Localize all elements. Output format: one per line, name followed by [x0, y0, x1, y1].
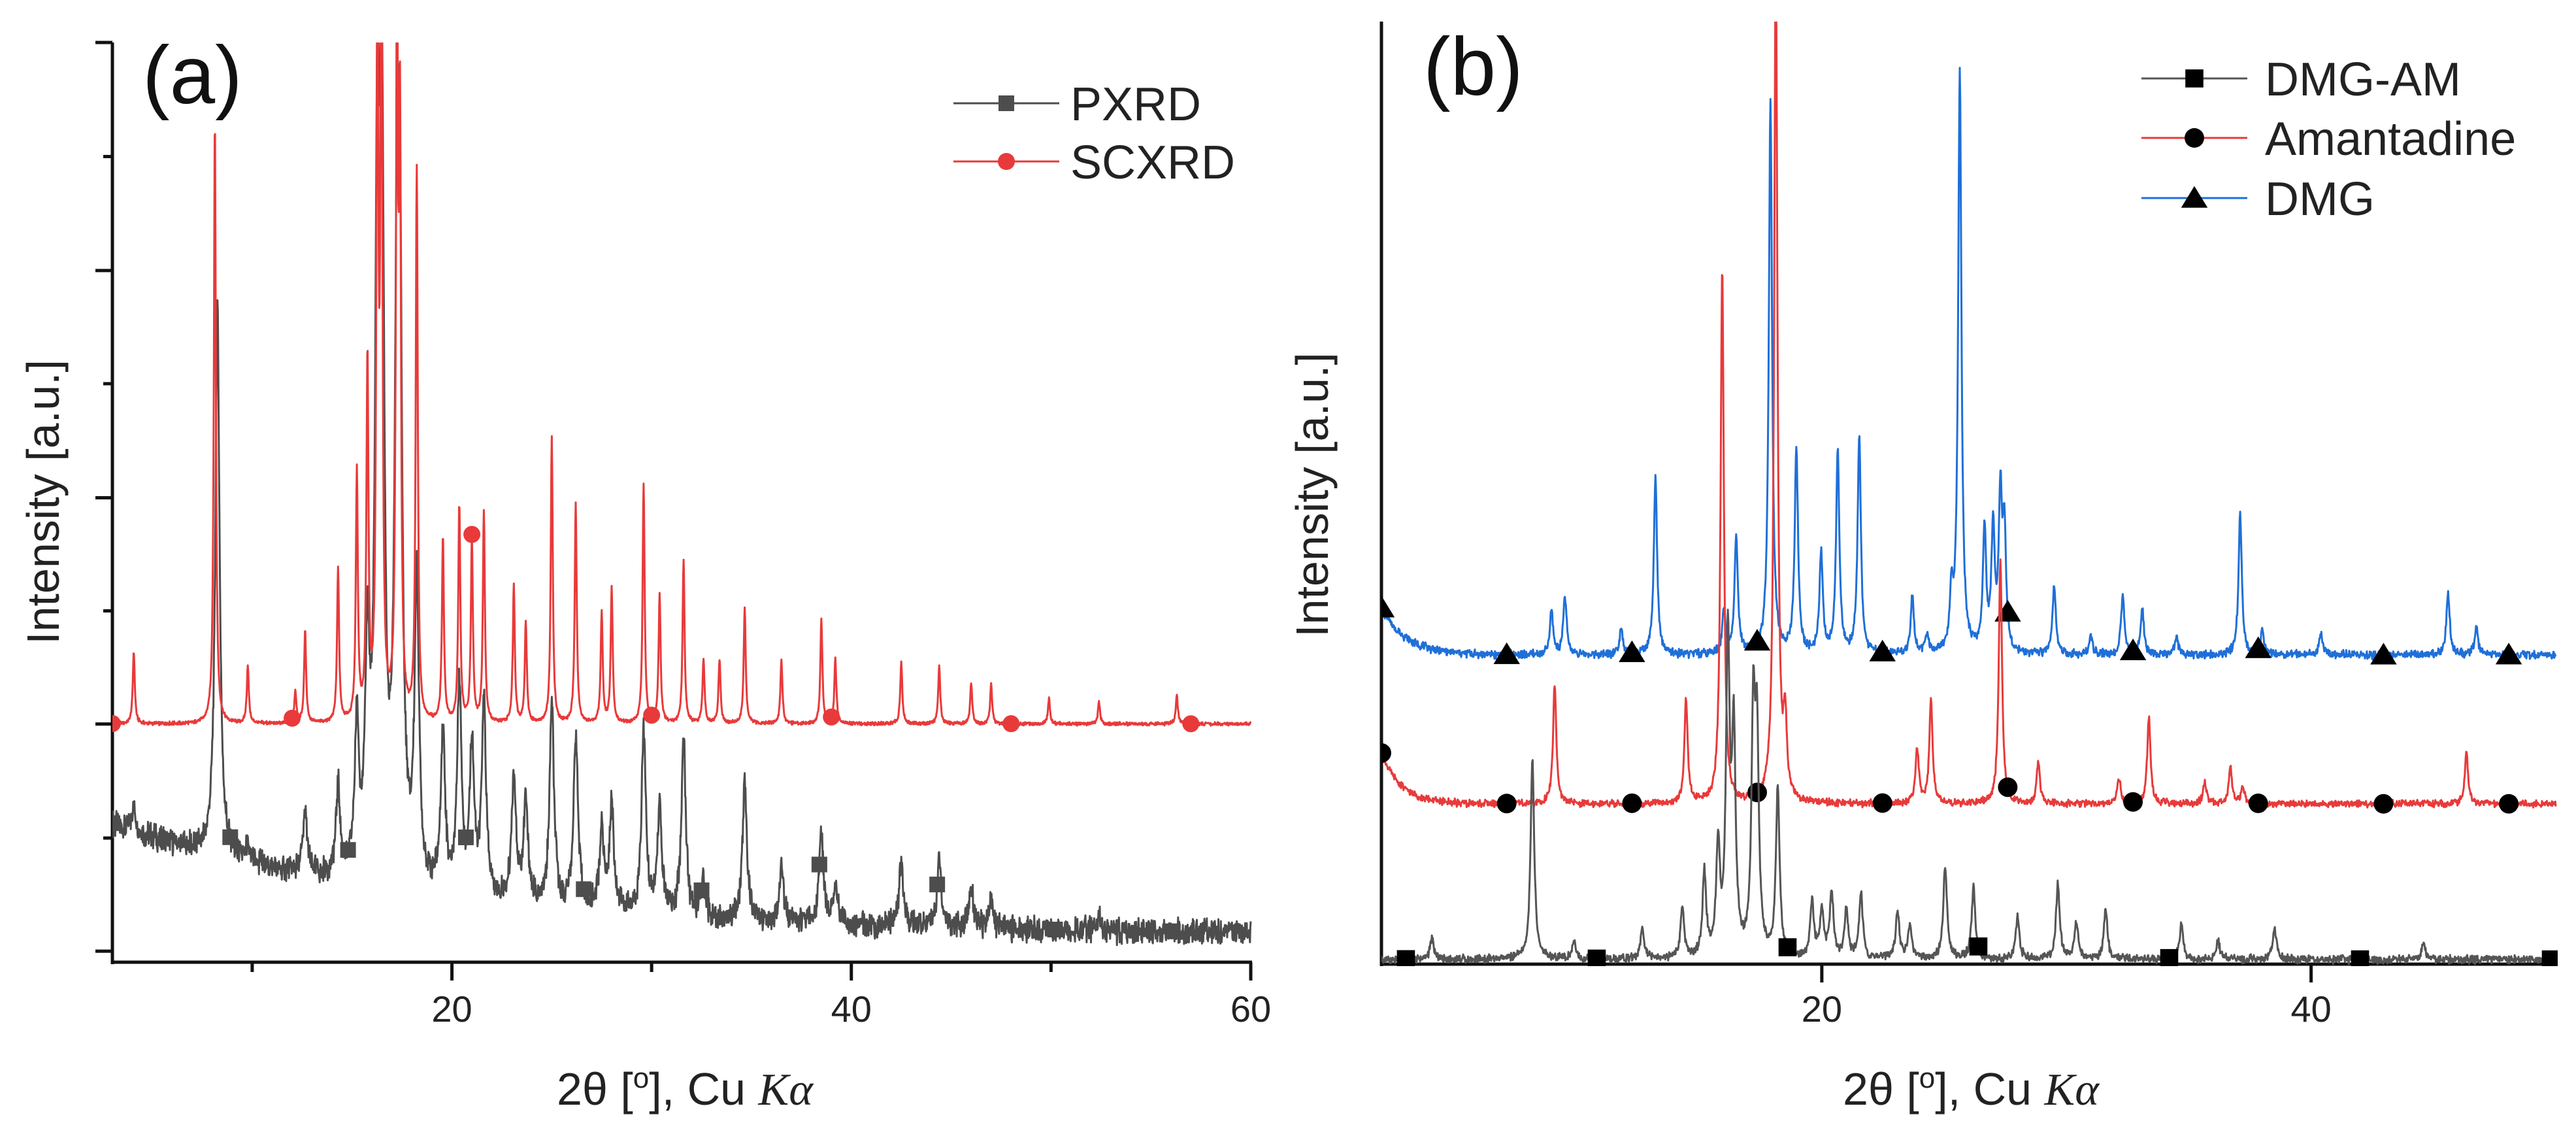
- marker-pxrd-square-icon: [693, 882, 710, 899]
- legend-item-scxrd: SCXRD: [953, 137, 1235, 189]
- marker-scxrd-circle-icon: [1002, 715, 1020, 733]
- marker-pxrd-square-icon: [1164, 923, 1181, 939]
- marker-dmg-triangle-icon: [2495, 643, 2522, 665]
- legend-label: Amantadine: [2265, 113, 2516, 165]
- x-tick-label: 40: [831, 988, 872, 1030]
- marker-dmg-am-square-icon: [2160, 948, 2179, 966]
- marker-scxrd-circle-icon: [1182, 715, 1200, 733]
- marker-scxrd-circle-icon: [284, 709, 301, 727]
- panel-a: (a) 20 40 60 Intensity [a.u.] 2θ [o], Cu Kα P…: [18, 30, 1271, 1115]
- x-axis-title-part: Kα: [758, 1065, 814, 1115]
- y-axis-title: Intensity [a.u.]: [18, 360, 69, 645]
- marker-dmg-am-square-icon: [2351, 950, 2370, 966]
- marker-dmg-triangle-icon: [1381, 595, 1395, 618]
- x-tick-label: 20: [1802, 988, 1842, 1030]
- legend: PXRD SCXRD: [953, 78, 1235, 189]
- legend-item-pxrd: PXRD: [953, 78, 1201, 131]
- plot-area: [1381, 22, 2558, 966]
- marker-amantadine-circle-icon: [2248, 794, 2268, 813]
- x-tick-label: 60: [1230, 988, 1271, 1030]
- x-axis-title: 2θ [o], Cu Kα: [1843, 1062, 2100, 1115]
- legend-label: SCXRD: [1070, 137, 1235, 189]
- marker-pxrd-square-icon: [112, 815, 120, 831]
- legend: DMG-AM Amantadine DMG: [2141, 54, 2516, 226]
- marker-dmg-triangle-icon: [1869, 639, 1896, 662]
- x-axis-title-part: 2θ [: [557, 1064, 633, 1115]
- legend-item-amantadine: Amantadine: [2141, 113, 2516, 165]
- marker-dmg-am-square-icon: [1396, 950, 1415, 966]
- plot-area: [112, 42, 1252, 947]
- marker-pxrd-square-icon: [457, 830, 474, 846]
- panel-label-a: (a): [142, 30, 242, 121]
- x-tick-label: 40: [2290, 988, 2331, 1030]
- y-axis-title: Intensity [a.u.]: [1287, 352, 1338, 637]
- x-axis-title-part: o: [1919, 1062, 1935, 1094]
- marker-pxrd-square-icon: [576, 881, 592, 897]
- x-axis-title-part: ], Cu: [649, 1064, 758, 1115]
- panel-label-b: (b): [1423, 22, 1523, 112]
- legend-marker-triangle-triangle-icon: [2181, 186, 2208, 208]
- marker-amantadine-circle-icon: [1872, 793, 1892, 813]
- marker-dmg-am-square-icon: [1587, 949, 1606, 966]
- marker-dmg-triangle-icon: [1743, 629, 1771, 651]
- marker-amantadine-circle-icon: [1622, 793, 1642, 813]
- marker-dmg-triangle-icon: [2370, 643, 2397, 665]
- legend-marker-square-square-icon: [2185, 69, 2204, 88]
- marker-amantadine-circle-icon: [2499, 794, 2519, 814]
- legend-item-dmg-am: DMG-AM: [2141, 54, 2461, 106]
- marker-dmg-am-square-icon: [1778, 938, 1797, 956]
- marker-amantadine-circle-icon: [1381, 743, 1391, 763]
- marker-amantadine-circle-icon: [1998, 777, 2018, 797]
- x-tick-label: 20: [431, 988, 472, 1030]
- marker-amantadine-circle-icon: [2123, 792, 2143, 812]
- marker-pxrd-square-icon: [811, 856, 827, 873]
- panel-b: (b) 20 40 Intensity [a.u.] 2θ [o], Cu Kα DMG…: [1287, 22, 2558, 1115]
- legend-marker-square-square-icon: [999, 95, 1014, 111]
- x-axis-title-part: Kα: [2044, 1065, 2100, 1115]
- legend-marker-circle-circle-icon: [2185, 128, 2204, 148]
- marker-scxrd-circle-icon: [112, 714, 121, 732]
- marker-pxrd-square-icon: [929, 877, 946, 893]
- legend-item-dmg: DMG: [2141, 173, 2375, 226]
- marker-pxrd-square-icon: [222, 829, 239, 845]
- marker-dmg-triangle-icon: [2245, 636, 2271, 658]
- marker-scxrd-circle-icon: [463, 526, 481, 543]
- marker-scxrd-circle-icon: [643, 707, 661, 724]
- marker-dmg-am-square-icon: [2541, 950, 2558, 966]
- trace-amantadine: [1381, 22, 2557, 809]
- legend-label: DMG: [2265, 173, 2375, 226]
- marker-scxrd-circle-icon: [823, 708, 840, 726]
- marker-dmg-triangle-icon: [1619, 640, 1645, 662]
- legend-marker-circle-circle-icon: [998, 153, 1015, 170]
- x-axis-title-part: ], Cu: [1935, 1064, 2044, 1115]
- trace-dmg: [1381, 67, 2557, 661]
- marker-amantadine-circle-icon: [2373, 794, 2394, 814]
- marker-pxrd-square-icon: [340, 842, 356, 858]
- legend-label: PXRD: [1070, 78, 1201, 131]
- trace-scxrd: [112, 42, 1252, 727]
- marker-pxrd-square-icon: [1047, 922, 1063, 938]
- x-axis-title-part: 2θ [: [1843, 1064, 1919, 1115]
- marker-dmg-triangle-icon: [2119, 638, 2147, 660]
- marker-dmg-triangle-icon: [1493, 642, 1520, 664]
- legend-label: DMG-AM: [2265, 54, 2461, 106]
- x-axis-title: 2θ [o], Cu Kα: [557, 1062, 814, 1115]
- marker-dmg-am-square-icon: [1969, 937, 1988, 956]
- x-axis-title-part: o: [633, 1062, 649, 1094]
- marker-amantadine-circle-icon: [1496, 794, 1517, 814]
